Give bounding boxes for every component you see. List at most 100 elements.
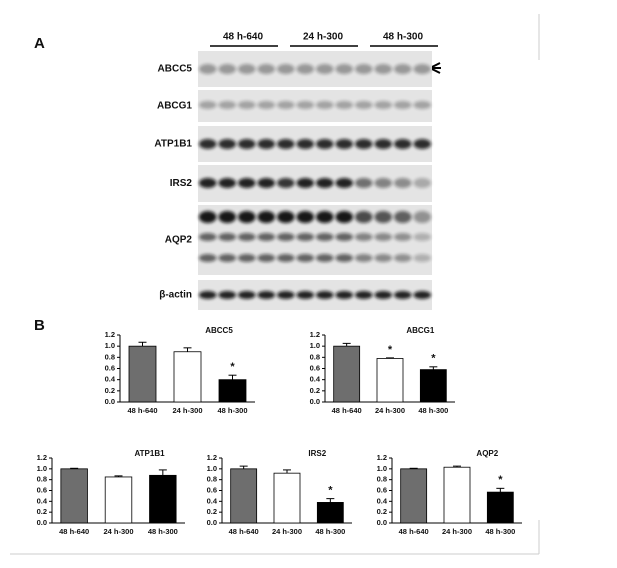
bar [60, 468, 88, 524]
y-tick-label: 0.8 [310, 352, 320, 361]
blot-band [237, 139, 256, 149]
group-label: 48 h-640 [223, 32, 263, 43]
y-tick-label: 1.0 [105, 341, 115, 350]
chart-title: ABCG1 [406, 326, 435, 335]
blot-band [276, 139, 295, 149]
blot-band [276, 178, 295, 188]
y-tick-label: 1.2 [310, 330, 320, 339]
x-tick-label: 48 h-640 [332, 406, 362, 415]
blot-band [354, 233, 373, 241]
bar [173, 351, 202, 403]
blot-band [198, 178, 217, 188]
blot-band [413, 211, 432, 223]
y-tick-label: 1.2 [377, 453, 387, 462]
blot-band [354, 101, 373, 109]
blot-band [335, 233, 354, 241]
blot-band [393, 101, 412, 109]
blot-band [237, 211, 256, 223]
blot-band [198, 291, 217, 299]
blot-band [218, 211, 237, 223]
blot-band [335, 291, 354, 299]
blot-band [335, 178, 354, 188]
blot-band [374, 64, 393, 74]
x-tick-label: 48 h-640 [127, 406, 157, 415]
blot-band [276, 291, 295, 299]
blot-band [393, 211, 412, 223]
blot [198, 280, 432, 310]
bar [218, 379, 247, 403]
blot-band [374, 291, 393, 299]
y-tick-label: 0.8 [37, 475, 47, 484]
y-tick-label: 0.8 [377, 475, 387, 484]
x-tick-label: 24 h-300 [375, 406, 405, 415]
blot-band [257, 233, 276, 241]
blot-band [257, 64, 276, 74]
significance-mark: * [431, 353, 436, 365]
x-tick-label: 48 h-300 [485, 527, 515, 536]
bar [128, 345, 157, 403]
blot-band [413, 254, 432, 262]
x-tick-label: 48 h-300 [418, 406, 448, 415]
panel-label: A [34, 35, 45, 52]
bar [419, 369, 447, 403]
y-tick-label: 0.2 [310, 386, 320, 395]
x-tick-label: 48 h-300 [315, 527, 345, 536]
blot-band [374, 233, 393, 241]
blot-row-label: β-actin [159, 290, 192, 301]
blot-row-label: IRS2 [170, 178, 193, 189]
significance-mark: * [230, 361, 235, 373]
blot-band [413, 64, 432, 74]
blot-band [413, 101, 432, 109]
blot [198, 126, 432, 162]
blot-band [296, 64, 315, 74]
blot-band [257, 178, 276, 188]
significance-mark: * [328, 485, 333, 497]
x-tick-label: 24 h-300 [103, 527, 133, 536]
y-tick-label: 1.0 [207, 464, 217, 473]
blot-band [257, 101, 276, 109]
blot-band [237, 178, 256, 188]
blot-band [374, 101, 393, 109]
blot-band [276, 101, 295, 109]
panel-label: B [34, 317, 45, 334]
bar [149, 474, 177, 524]
y-tick-label: 0.6 [207, 485, 217, 494]
blot-band [276, 64, 295, 74]
y-tick-label: 0.2 [377, 507, 387, 516]
chart-title: ATP1B1 [134, 449, 165, 458]
y-tick-label: 0.0 [37, 518, 47, 527]
blot-band [276, 254, 295, 262]
bar [376, 358, 404, 403]
blot-band [198, 101, 217, 109]
x-tick-label: 24 h-300 [272, 527, 302, 536]
blot [198, 90, 432, 122]
blot-band [393, 139, 412, 149]
blot-band [198, 211, 217, 223]
blot-band [393, 64, 412, 74]
blot-band [296, 139, 315, 149]
y-tick-label: 0.4 [207, 496, 218, 505]
blot-band [335, 139, 354, 149]
y-tick-label: 0.0 [207, 518, 217, 527]
y-tick-label: 1.2 [207, 453, 217, 462]
blot-band [198, 139, 217, 149]
y-tick-label: 0.6 [310, 363, 320, 372]
blot [198, 51, 432, 87]
y-tick-label: 0.0 [310, 397, 320, 406]
blot-band [315, 64, 334, 74]
blot-band [218, 139, 237, 149]
y-tick-label: 0.0 [105, 397, 115, 406]
bar [486, 491, 514, 524]
y-tick-label: 0.4 [37, 496, 48, 505]
blot-row-label: ATP1B1 [154, 139, 192, 150]
blot-band [393, 178, 412, 188]
blot-row-label: ABCC5 [158, 64, 193, 75]
y-tick-label: 0.8 [207, 475, 217, 484]
blot-band [354, 254, 373, 262]
blot-band [354, 291, 373, 299]
blot-band [315, 178, 334, 188]
blot-band [315, 233, 334, 241]
y-tick-label: 0.6 [377, 485, 387, 494]
blot-band [393, 254, 412, 262]
blot-band [374, 178, 393, 188]
